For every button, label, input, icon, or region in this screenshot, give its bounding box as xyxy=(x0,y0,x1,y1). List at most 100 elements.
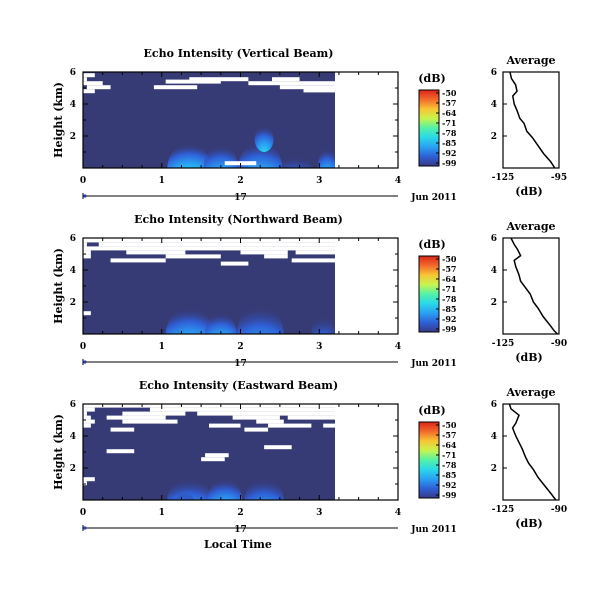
average-line xyxy=(509,71,556,169)
echo-blob xyxy=(176,492,195,500)
missing-gap xyxy=(122,419,178,424)
missing-data xyxy=(83,73,335,166)
date-month-label: Jun 2011 xyxy=(410,525,457,535)
colorbar-tick-label: -64 xyxy=(442,440,457,450)
x-tick-label: 2 xyxy=(237,508,243,518)
missing-gap xyxy=(295,250,335,255)
colorbar-unit: (dB) xyxy=(418,238,445,251)
x-tick-label: 2 xyxy=(237,342,243,352)
y-tick-label: 6 xyxy=(70,400,76,410)
average-x-tick-label: -125 xyxy=(492,339,515,349)
missing-gap xyxy=(244,427,269,432)
missing-gap xyxy=(268,423,312,428)
average-frame xyxy=(502,237,560,335)
echo-blobs xyxy=(167,479,284,500)
average-y-tick-label: 6 xyxy=(491,400,497,410)
missing-gap xyxy=(165,254,221,259)
average-y-tick-label: 4 xyxy=(491,100,497,110)
colorbar xyxy=(418,89,440,167)
panel-title: Echo Intensity (Eastward Beam) xyxy=(139,379,338,392)
y-tick-label: 2 xyxy=(70,132,76,142)
x-tick-label: 3 xyxy=(316,176,322,186)
x-tick-label: 1 xyxy=(159,508,165,518)
y-axis-label: Height (km) xyxy=(52,82,65,158)
x-tick-label: 3 xyxy=(316,508,322,518)
average-x-tick-label: -90 xyxy=(551,339,567,349)
x-tick-label: 4 xyxy=(395,342,401,352)
colorbar-tick-label: -64 xyxy=(442,108,457,118)
missing-gap xyxy=(153,85,198,90)
missing-gap xyxy=(264,254,288,259)
echo-blob xyxy=(317,148,335,168)
y-axis-label: Height (km) xyxy=(52,248,65,324)
echo-panel: Echo Intensity (Eastward Beam) 0 1 2 3 4 6 4 2 He… xyxy=(52,379,567,535)
missing-gap xyxy=(165,79,221,84)
average-x-label: (dB) xyxy=(515,517,542,530)
average-line xyxy=(510,237,558,335)
date-marker xyxy=(83,360,87,364)
echo-panel: Echo Intensity (Northward Beam)0 1 2 3 4642H… xyxy=(52,213,567,369)
average-x-tick-label: -125 xyxy=(492,173,515,183)
date-day-label: 17 xyxy=(234,525,247,535)
colorbar-tick-label: -50 xyxy=(442,88,457,98)
average-line xyxy=(508,403,557,501)
missing-gap xyxy=(83,238,335,243)
missing-gap xyxy=(83,250,91,255)
missing-gap xyxy=(83,254,91,259)
date-marker xyxy=(83,194,87,198)
average-frame xyxy=(502,71,560,169)
missing-gap xyxy=(83,242,87,247)
average-y-tick-label: 2 xyxy=(491,464,497,474)
average-x-label: (dB) xyxy=(515,185,542,198)
colorbar-tick-label: -71 xyxy=(442,118,456,128)
x-tick-label: 4 xyxy=(395,176,401,186)
missing-gap xyxy=(83,311,91,316)
missing-gap xyxy=(209,423,241,428)
date-month-label: Jun 2011 xyxy=(410,359,457,369)
colorbar-tick-label: -57 xyxy=(442,98,456,108)
average-title: Average xyxy=(505,220,555,233)
date-day-label: 17 xyxy=(234,359,247,369)
missing-gap xyxy=(83,415,91,420)
missing-gap xyxy=(220,261,249,266)
colorbar-tick-label: -78 xyxy=(442,128,457,138)
missing-gap xyxy=(98,242,335,247)
date-day-label: 17 xyxy=(234,193,247,203)
missing-gap xyxy=(83,411,87,416)
average-y-tick-label: 4 xyxy=(491,266,497,276)
colorbar-tick-label: -85 xyxy=(442,138,456,148)
y-tick-label: 6 xyxy=(70,234,76,244)
colorbar-tick-label: -57 xyxy=(442,430,456,440)
average-profile-panel: Average 6 4 2 -125 -95 (dB) xyxy=(491,54,567,198)
date-month-label: Jun 2011 xyxy=(410,193,457,203)
colorbar-tick-label: -57 xyxy=(442,264,456,274)
x-tick-label: 1 xyxy=(159,176,165,186)
colorbar-tick-label: -78 xyxy=(442,460,457,470)
x-tick-label: 4 xyxy=(395,508,401,518)
missing-gap xyxy=(240,250,288,255)
colorbar-tick-label: -85 xyxy=(442,470,456,480)
y-tick-label: 2 xyxy=(70,464,76,474)
average-x-tick-label: -95 xyxy=(551,173,567,183)
missing-gap xyxy=(83,407,95,412)
echo-blob xyxy=(207,479,243,500)
missing-gap xyxy=(279,85,335,90)
y-axis-label: Height (km) xyxy=(52,414,65,490)
missing-gap xyxy=(205,453,229,458)
missing-gap xyxy=(189,77,249,82)
y-tick-label: 6 xyxy=(70,68,76,78)
average-title: Average xyxy=(505,386,555,399)
date-marker xyxy=(83,526,87,530)
x-tick-label: 2 xyxy=(237,176,243,186)
colorbar-tick-label: -50 xyxy=(442,254,457,264)
average-frame xyxy=(502,403,560,501)
missing-gap xyxy=(83,89,95,94)
missing-gap xyxy=(83,477,95,482)
average-profile-panel: Average 6 4 2 -125 -90 (dB) xyxy=(491,220,567,364)
average-title: Average xyxy=(505,54,555,67)
missing-data xyxy=(83,238,335,316)
average-y-tick-label: 2 xyxy=(491,298,497,308)
colorbar-tick-label: -71 xyxy=(442,450,456,460)
x-axis-title: Local Time xyxy=(204,538,272,551)
missing-gap xyxy=(83,481,87,486)
